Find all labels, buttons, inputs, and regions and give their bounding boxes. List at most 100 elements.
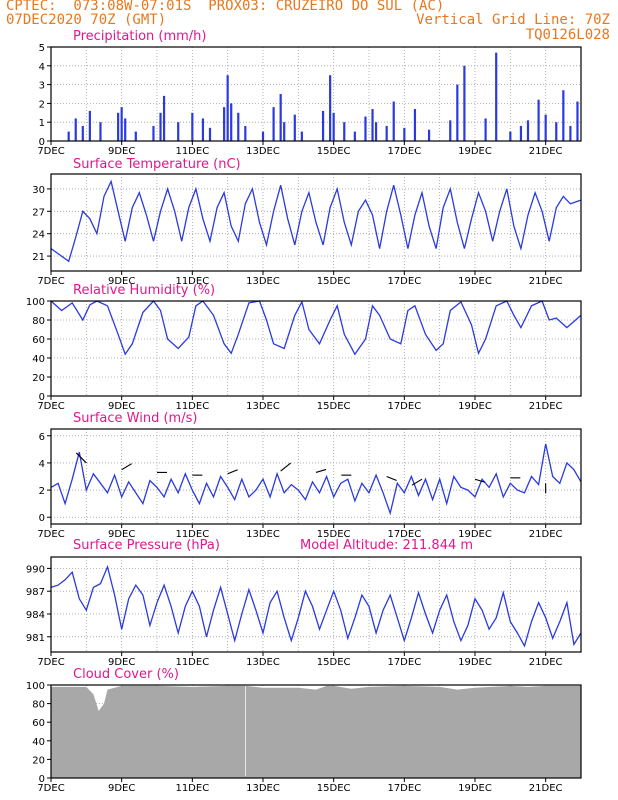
x-tick-label-precip: 7DEC: [37, 146, 64, 157]
x-tick-label-cloud: 17DEC: [387, 783, 421, 794]
precip-bar: [99, 122, 102, 141]
x-tick-label-pres: 7DEC: [37, 657, 64, 668]
x-tick-label-pres: 9DEC: [108, 657, 135, 668]
precip-bar: [537, 99, 540, 141]
precip-bar: [191, 112, 194, 141]
precip-bar: [555, 122, 558, 141]
precip-bar: [300, 131, 303, 141]
precip-bar: [427, 129, 431, 141]
precip-bar: [152, 125, 155, 141]
precip-bar: [177, 122, 180, 141]
y-tick-label-precip: 1: [39, 118, 45, 129]
y-tick-label-cloud: 20: [32, 755, 45, 766]
precip-bar: [134, 131, 137, 141]
precip-bar: [456, 84, 459, 141]
y-tick-label-temp: 24: [32, 230, 45, 241]
x-tick-label-cloud: 15DEC: [317, 783, 351, 794]
wind-arrow: [280, 462, 292, 472]
y-tick-label-cloud: 0: [39, 774, 45, 785]
x-tick-label-pres: 15DEC: [317, 657, 351, 668]
precip-bar: [293, 114, 296, 141]
y-tick-label-rh: 60: [32, 335, 45, 346]
header-location: CPTEC: 073:08W-07:01S PROX03: CRUZEIRO D…: [6, 0, 445, 14]
panel-title-wind: Surface Wind (m/s): [73, 411, 197, 426]
panel-note-pres: Model Altitude: 211.844 m: [300, 538, 473, 553]
x-tick-label-pres: 17DEC: [387, 657, 421, 668]
wind-arrow: [411, 478, 423, 486]
precip-bar: [371, 109, 374, 141]
x-tick-label-precip: 15DEC: [317, 146, 351, 157]
precip-bar: [484, 118, 487, 141]
precip-bar: [329, 75, 332, 141]
y-tick-label-rh: 40: [32, 354, 45, 365]
y-tick-label-cloud: 60: [32, 718, 45, 729]
precip-bar: [526, 120, 530, 141]
precip-bar: [509, 131, 512, 141]
x-tick-label-pres: 21DEC: [529, 657, 563, 668]
x-tick-label-rh: 17DEC: [387, 401, 421, 412]
precip-bar: [392, 101, 395, 141]
precip-bar: [74, 118, 77, 141]
x-tick-label-wind: 13DEC: [246, 529, 280, 540]
precip-bar: [117, 112, 120, 141]
y-tick-label-pres: 984: [26, 610, 45, 621]
y-tick-label-rh: 100: [26, 297, 45, 308]
x-tick-label-wind: 11DEC: [175, 529, 209, 540]
precip-bar: [81, 125, 84, 141]
x-tick-label-cloud: 21DEC: [529, 783, 563, 794]
header-model-code: TQ0126L028: [525, 27, 610, 43]
y-tick-label-cloud: 100: [26, 681, 45, 692]
x-tick-label-rh: 9DEC: [108, 401, 135, 412]
x-tick-label-precip: 19DEC: [458, 146, 492, 157]
x-tick-label-cloud: 13DEC: [246, 783, 280, 794]
y-tick-label-temp: 30: [32, 185, 45, 196]
y-tick-label-rh: 20: [32, 373, 45, 384]
x-tick-label-temp: 19DEC: [458, 276, 492, 287]
precip-bar: [67, 131, 70, 141]
y-tick-label-temp: 21: [32, 252, 45, 263]
plot-frame-rh: [50, 300, 582, 397]
precip-bar: [413, 109, 417, 141]
x-tick-label-pres: 19DEC: [458, 657, 492, 668]
x-tick-label-temp: 17DEC: [387, 276, 421, 287]
y-tick-label-wind: 2: [39, 486, 45, 497]
y-tick-label-precip: 3: [39, 81, 45, 92]
y-tick-label-pres: 990: [26, 564, 45, 575]
precip-bar: [162, 95, 166, 141]
precip-bar: [226, 75, 229, 141]
x-tick-label-precip: 21DEC: [529, 146, 563, 157]
wind-line: [50, 443, 582, 516]
y-tick-label-precip: 2: [39, 99, 45, 110]
x-tick-label-temp: 11DEC: [175, 276, 209, 287]
precip-bar: [374, 122, 378, 141]
panel-title-pres: Surface Pressure (hPa): [73, 538, 220, 553]
x-tick-label-wind: 21DEC: [529, 529, 563, 540]
y-tick-label-rh: 80: [32, 316, 45, 327]
precip-bar: [208, 127, 212, 141]
wind-arrow: [474, 478, 486, 483]
x-tick-label-wind: 15DEC: [317, 529, 351, 540]
precip-bar: [88, 110, 91, 141]
y-tick-label-wind: 6: [39, 432, 45, 443]
y-tick-label-rh: 0: [39, 392, 45, 403]
x-tick-label-rh: 19DEC: [458, 401, 492, 412]
y-tick-label-wind: 0: [39, 513, 45, 524]
x-tick-label-temp: 7DEC: [37, 276, 64, 287]
x-tick-label-pres: 11DEC: [175, 657, 209, 668]
y-tick-label-pres: 987: [26, 587, 45, 598]
y-tick-label-wind: 4: [39, 459, 45, 470]
panel-title-temp: Surface Temperature (nC): [73, 157, 241, 172]
wind-arrow: [121, 463, 132, 471]
x-tick-label-wind: 19DEC: [458, 529, 492, 540]
precip-bar: [120, 107, 123, 141]
precip-bar: [569, 125, 572, 141]
x-tick-label-rh: 7DEC: [37, 401, 64, 412]
pres-line: [50, 564, 582, 648]
x-tick-label-rh: 11DEC: [175, 401, 209, 412]
precip-bar: [244, 125, 247, 141]
y-tick-label-temp: 27: [32, 207, 45, 218]
precip-bar: [463, 65, 466, 141]
precip-bar: [385, 125, 388, 141]
x-tick-label-temp: 13DEC: [246, 276, 280, 287]
